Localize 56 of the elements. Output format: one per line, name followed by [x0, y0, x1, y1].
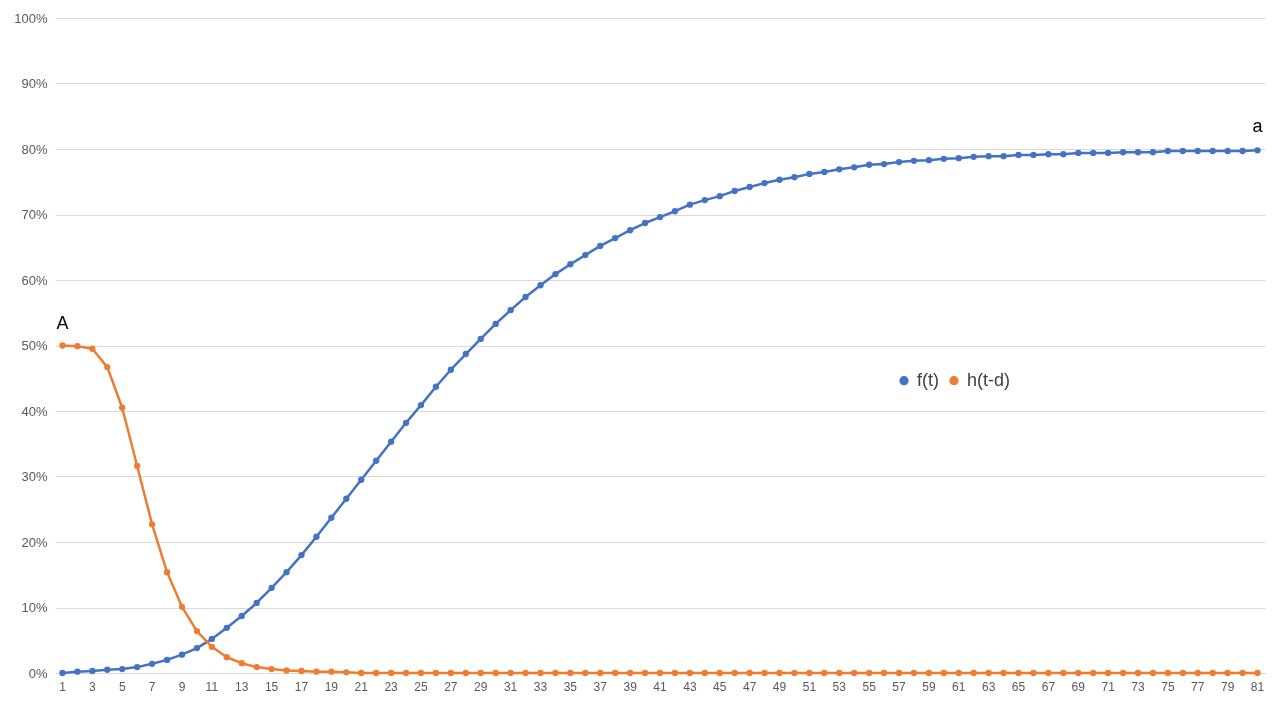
- y-tick-label: 70%: [21, 207, 48, 222]
- x-tick-label: 7: [148, 680, 156, 694]
- y-tick-label: 10%: [21, 600, 48, 615]
- x-tick-label: 47: [742, 680, 757, 694]
- x-tick-label: 3: [89, 680, 96, 694]
- y-tick-label: 80%: [21, 141, 48, 157]
- x-tick-label: 57: [892, 680, 907, 694]
- y-tick-label: 60%: [21, 272, 48, 288]
- x-tick-label: 61: [952, 680, 966, 694]
- x-tick-label: 49: [772, 680, 787, 694]
- y-tick-label: 40%: [21, 403, 48, 419]
- x-tick-label: 25: [414, 680, 428, 694]
- x-tick-label: 41: [653, 680, 667, 694]
- x-tick-label: 63: [981, 680, 996, 694]
- x-tick-label: 31: [503, 680, 518, 694]
- x-tick-label: 43: [683, 680, 697, 694]
- x-tick-label: 79: [1220, 680, 1235, 694]
- y-tick-label: 90%: [21, 76, 48, 91]
- x-tick-label: 1: [59, 680, 67, 694]
- x-tick-label: 29: [474, 680, 488, 694]
- x-tick-label: 59: [922, 680, 936, 694]
- y-tick-label: 50%: [21, 338, 48, 353]
- x-tick-label: 69: [1071, 680, 1086, 694]
- x-tick-label: 39: [623, 680, 638, 694]
- x-tick-label: 5: [118, 680, 126, 694]
- y-tick-label: 0%: [28, 665, 48, 681]
- x-tick-label: 17: [294, 680, 309, 694]
- x-tick-label: 11: [205, 680, 219, 694]
- legend-label: f(t): [917, 369, 939, 390]
- x-tick-label: 37: [593, 680, 608, 694]
- legend-label: h(t-d): [967, 369, 1011, 390]
- y-tick-label: 30%: [21, 469, 48, 484]
- annotation: a: [1252, 116, 1264, 136]
- x-tick-label: 15: [264, 680, 279, 694]
- x-tick-label: 67: [1041, 680, 1056, 694]
- x-tick-label: 75: [1161, 680, 1175, 694]
- x-tick-label: 35: [563, 680, 578, 694]
- x-tick-label: 9: [178, 680, 186, 694]
- x-tick-label: 13: [235, 680, 249, 694]
- x-tick-label: 21: [354, 680, 369, 694]
- x-tick-label: 19: [324, 680, 339, 694]
- x-tick-label: 81: [1250, 680, 1265, 694]
- x-tick-label: 55: [862, 680, 877, 694]
- x-tick-label: 73: [1131, 680, 1146, 694]
- y-tick-label: 100%: [14, 10, 48, 26]
- x-tick-label: 65: [1011, 680, 1026, 694]
- x-tick-label: 23: [384, 680, 399, 694]
- x-tick-label: 51: [802, 680, 817, 694]
- x-tick-label: 45: [713, 680, 727, 694]
- x-tick-label: 53: [832, 680, 847, 694]
- x-tick-label: 77: [1191, 680, 1205, 694]
- x-tick-label: 27: [444, 680, 458, 694]
- y-tick-label: 20%: [21, 534, 48, 550]
- x-tick-label: 33: [533, 680, 548, 694]
- x-tick-label: 71: [1101, 680, 1116, 694]
- annotation: A: [56, 312, 69, 333]
